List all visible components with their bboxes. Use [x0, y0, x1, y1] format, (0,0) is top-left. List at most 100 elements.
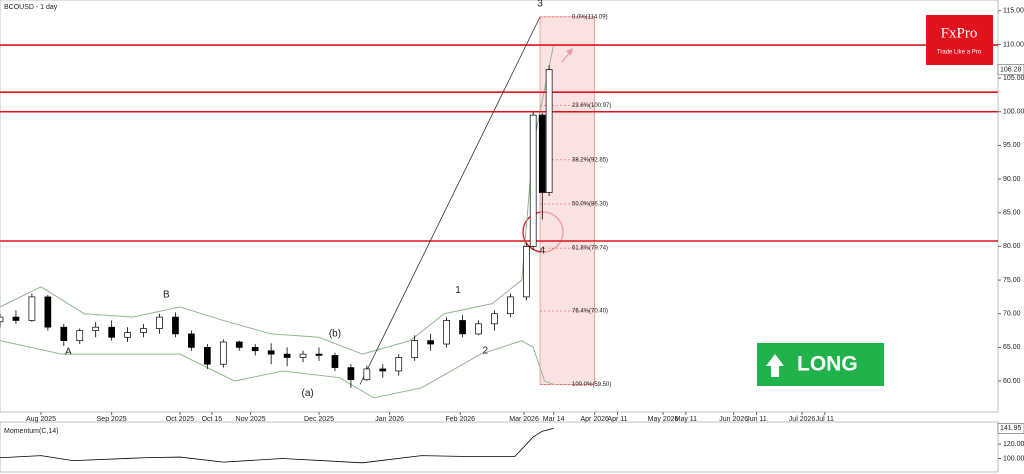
x-tick-label: Apr 11 [607, 416, 627, 423]
candle-body [124, 332, 131, 338]
wave-label: (a) [301, 388, 313, 399]
candle-body [395, 357, 403, 372]
x-tick-label: Jul 2026 [789, 416, 816, 423]
x-tick-label: Jan 2026 [375, 416, 404, 423]
x-tick-label: Jun 2026 [719, 416, 748, 423]
fib-label: 38.2%(92.85) [572, 157, 608, 163]
candle-body [491, 313, 498, 325]
x-tick-label: Oct 2025 [166, 416, 195, 423]
x-tick-label: Aug 2025 [26, 416, 56, 423]
fib-label: 0.0%(114.09) [572, 14, 608, 20]
y-tick-label: 80.00 [1003, 243, 1021, 250]
fib-label: 50.0%(86.30) [572, 202, 608, 208]
fib-label: 23.6%(100.97) [572, 103, 611, 109]
y-tick-label: 100.00 [1003, 109, 1024, 116]
y-tick-label: 95.00 [1003, 142, 1021, 149]
x-tick-label: Sep 2025 [97, 416, 127, 423]
wave-label: B [163, 290, 170, 301]
candle-body [140, 328, 147, 333]
candle-body [411, 340, 419, 358]
candle-body [203, 347, 211, 365]
signal-badge: LONG [757, 343, 884, 386]
candle-body [538, 114, 546, 193]
candle-body [331, 355, 339, 368]
signal-label: LONG [797, 353, 858, 376]
wave-label: 1 [455, 285, 461, 296]
logo-box [926, 15, 993, 65]
candle-body [76, 330, 84, 342]
wave-label: (b) [329, 329, 341, 340]
candle-body [235, 341, 243, 348]
candle-body [188, 333, 195, 348]
candle-body [92, 326, 100, 331]
candle-body [475, 323, 482, 335]
x-tick-label: Mar 14 [543, 416, 565, 423]
trend-line [359, 16, 541, 385]
x-tick-label: Mar 2026 [509, 416, 539, 423]
candle-body [427, 340, 434, 345]
candle-body [219, 341, 227, 365]
wave-label: 2 [483, 345, 489, 356]
y-tick-label: 90.00 [1003, 176, 1021, 183]
candle-body [0, 316, 4, 323]
candle-body [12, 316, 20, 321]
candle-body [44, 296, 52, 328]
x-tick-label: Feb 2026 [445, 416, 475, 423]
chart-title: BCOUSD - 1 day [4, 4, 58, 11]
candle-body [108, 326, 115, 338]
band [0, 340, 554, 399]
value-tag [997, 423, 1024, 434]
candle-body [60, 326, 68, 342]
fib-label: 100.0%(59.50) [572, 382, 611, 388]
wave-label: 4 [540, 246, 546, 257]
logo-name: FxPro [941, 25, 978, 41]
x-tick-label: Jun 11 [746, 416, 767, 423]
y-tick-label: 60.00 [1003, 378, 1021, 385]
band [0, 44, 555, 355]
candle-body [299, 353, 307, 358]
y-tick-label: 115.00 [1003, 8, 1024, 15]
candle-body [283, 353, 291, 358]
candle-body [443, 320, 450, 345]
candle-body [172, 316, 179, 335]
candle-body [315, 353, 323, 356]
y-tick-label: 70.00 [1003, 311, 1021, 318]
x-tick-label: Apr 2026 [580, 416, 609, 423]
logo-tagline: Trade Like a Pro [937, 50, 982, 56]
price-tag-label: 106.28 [1000, 66, 1022, 73]
candle-body [347, 367, 355, 381]
up-arrow [766, 354, 784, 377]
y-tick-label: 100.00 [1003, 455, 1024, 462]
value-tag-label: 141.95 [1000, 425, 1022, 432]
candle-body [156, 316, 163, 329]
y-tick-label: 75.00 [1003, 277, 1021, 284]
candle-body [251, 347, 259, 352]
y-tick-label: 110.00 [1003, 41, 1024, 48]
candle-body [507, 296, 514, 315]
candle-body [529, 114, 537, 247]
fib-label: 76.4%(70.40) [572, 309, 608, 315]
y-tick-label: 85.00 [1003, 210, 1021, 217]
fib-label: 61.8%(79.74) [572, 246, 608, 252]
x-tick-label: May 11 [675, 416, 698, 423]
x-tick-label: May 2026 [648, 416, 679, 423]
x-tick-label: Dec 2025 [304, 416, 334, 423]
x-tick-label: Jul 11 [816, 416, 834, 423]
wave-label: A [65, 347, 72, 358]
y-tick-label: 65.00 [1003, 344, 1021, 351]
x-tick-label: Oct 15 [202, 416, 223, 423]
candle-body [267, 350, 275, 355]
logo: FxPro Trade Like a Pro [926, 15, 993, 65]
candle-body [28, 296, 36, 321]
momentum-line [0, 427, 554, 464]
wave-label: 3 [537, 0, 543, 10]
candle-body [459, 320, 466, 335]
candle-body [522, 246, 530, 298]
y-tick-label: 105.00 [1003, 75, 1024, 82]
x-tick-label: Nov 2025 [236, 416, 266, 423]
candle-body [545, 69, 553, 193]
indicator-title: Momentum(C,14) [4, 428, 58, 435]
momentum-panel [0, 421, 999, 473]
price-tag [997, 64, 1024, 75]
